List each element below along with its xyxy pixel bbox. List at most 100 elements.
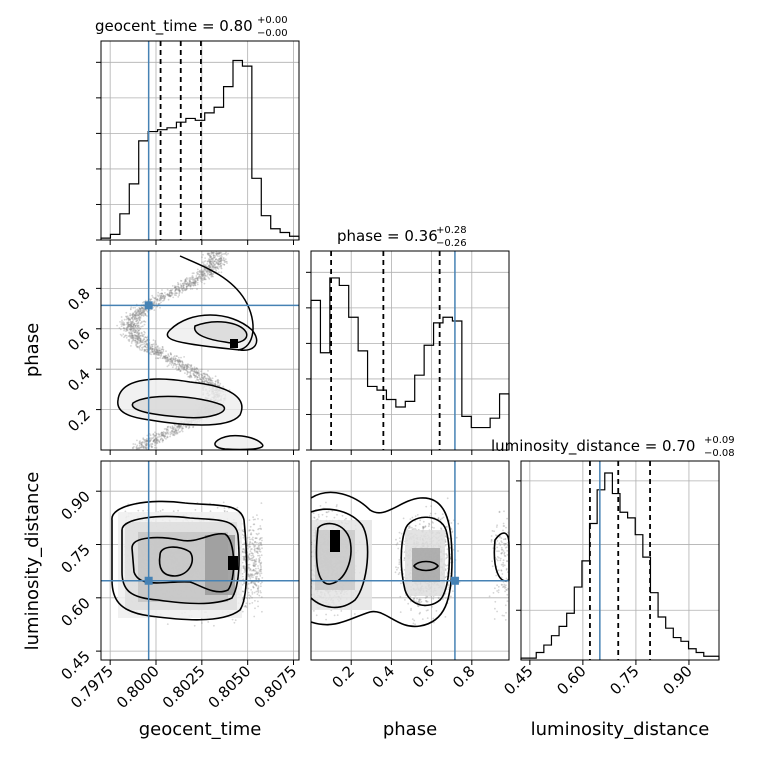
sample-point — [142, 314, 144, 317]
sample-point — [130, 345, 132, 347]
sample-point — [178, 289, 181, 292]
sample-point — [177, 368, 180, 371]
sample-point — [222, 501, 225, 504]
sample-point — [180, 280, 183, 282]
sample-point — [142, 445, 144, 447]
sample-point — [149, 299, 152, 301]
sample-point — [186, 281, 189, 284]
sample-point — [220, 253, 223, 256]
sample-point — [139, 310, 142, 313]
sample-point — [172, 428, 174, 430]
sample-point — [176, 360, 179, 362]
sample-point — [156, 298, 159, 301]
sample-point — [194, 277, 197, 280]
sample-point — [252, 582, 255, 585]
sample-point — [132, 325, 135, 327]
sample-point — [172, 358, 175, 360]
sample-point — [144, 345, 147, 348]
sample-point — [218, 271, 220, 274]
sample-point — [197, 369, 200, 372]
sample-point — [123, 323, 126, 326]
sample-point — [259, 564, 262, 566]
sample-point — [196, 273, 199, 275]
sample-point — [144, 312, 147, 315]
sample-point — [209, 377, 212, 380]
sample-point — [166, 360, 169, 363]
sample-point — [160, 292, 163, 295]
sample-point — [200, 370, 202, 373]
sample-point — [198, 271, 201, 273]
sample-point — [141, 325, 144, 328]
sample-point — [200, 272, 203, 275]
sample-point — [154, 437, 157, 440]
sample-point — [157, 352, 160, 355]
sample-point — [243, 556, 246, 559]
sample-point — [180, 356, 182, 359]
sample-point — [135, 344, 137, 346]
sample-point — [259, 550, 262, 553]
sample-point — [183, 368, 185, 370]
sample-point — [207, 266, 210, 269]
sample-point — [139, 345, 142, 348]
sample-point — [246, 597, 249, 600]
sample-point — [140, 314, 143, 317]
sample-point — [139, 340, 142, 342]
sample-point — [255, 571, 258, 573]
sample-point — [175, 288, 178, 291]
sample-point — [206, 263, 209, 265]
sample-point — [205, 278, 207, 281]
sample-point — [257, 552, 259, 554]
sample-point — [250, 557, 252, 560]
sample-point — [188, 426, 191, 428]
sample-point — [136, 313, 139, 316]
sample-point — [195, 367, 198, 369]
sample-point — [157, 302, 160, 305]
sample-point — [255, 537, 258, 539]
sample-point — [176, 285, 179, 288]
sample-point — [153, 300, 156, 302]
sample-point — [153, 345, 156, 347]
sample-point — [210, 378, 212, 381]
sample-point — [193, 280, 196, 283]
sample-point — [138, 312, 141, 314]
sample-point — [133, 327, 136, 329]
sample-point — [170, 432, 173, 435]
sample-point — [128, 331, 130, 334]
sample-point — [151, 343, 154, 346]
sample-point — [202, 271, 205, 273]
sample-point — [138, 446, 140, 449]
sample-point — [248, 543, 251, 546]
sample-point — [155, 351, 157, 353]
sample-point — [175, 365, 178, 368]
sample-point — [153, 353, 156, 356]
sample-point — [178, 362, 181, 365]
sample-point — [185, 287, 188, 290]
sample-point — [154, 444, 156, 447]
sample-point — [248, 602, 251, 605]
sample-point — [189, 371, 192, 374]
sample-point — [209, 271, 212, 273]
sample-point — [129, 308, 132, 311]
sample-point — [213, 266, 216, 269]
sample-point — [203, 276, 206, 279]
sample-point — [177, 296, 180, 298]
sample-point — [131, 314, 134, 317]
sample-point — [136, 322, 139, 325]
sample-point — [169, 361, 172, 363]
sample-point — [165, 293, 168, 296]
sample-point — [169, 435, 172, 438]
sample-point — [132, 330, 134, 333]
sample-point — [163, 294, 166, 297]
sample-point — [163, 428, 166, 430]
sample-point — [158, 299, 161, 302]
sample-point — [155, 348, 158, 351]
sample-point — [181, 288, 183, 291]
sample-point — [142, 311, 145, 314]
sample-point — [205, 380, 208, 382]
histogram-step-geocent_time — [100, 59, 300, 240]
sample-point — [203, 276, 206, 279]
sample-point — [157, 351, 160, 354]
sample-point — [258, 544, 261, 547]
sample-point — [166, 288, 169, 291]
sample-point — [190, 283, 192, 285]
